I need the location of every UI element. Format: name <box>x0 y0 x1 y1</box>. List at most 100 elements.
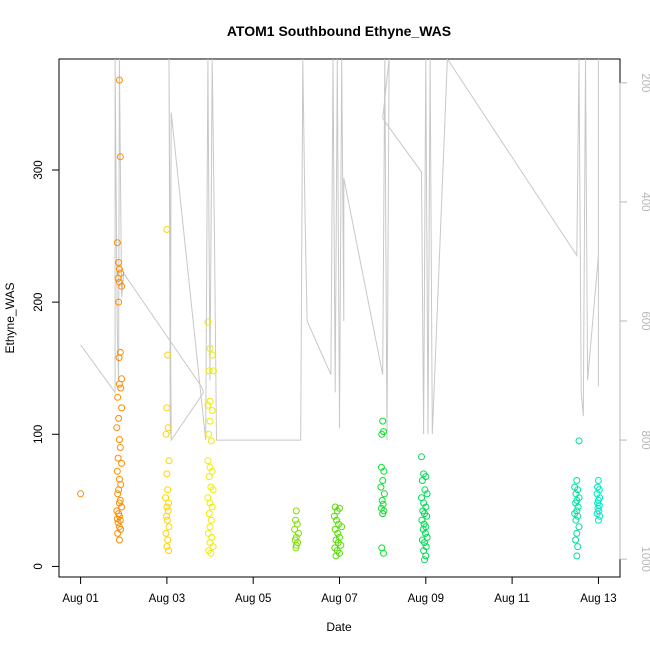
data-point <box>380 428 387 436</box>
data-point <box>165 523 173 531</box>
data-point <box>114 519 122 527</box>
data-point <box>291 525 299 533</box>
data-point <box>330 512 338 520</box>
data-point <box>115 259 123 266</box>
data-point <box>204 529 212 537</box>
data-point <box>117 384 125 392</box>
data-point <box>116 348 124 356</box>
data-point <box>423 490 431 498</box>
data-point <box>163 512 170 520</box>
x-axis: Aug 01 Aug 03 Aug 05 Aug 07 Aug 09 Aug 11 Aug … <box>62 576 617 605</box>
data-point <box>205 367 213 375</box>
scatter-points <box>77 76 604 564</box>
x-tick-label: Aug 01 <box>62 593 98 605</box>
data-point <box>206 417 214 425</box>
data-point <box>115 278 123 286</box>
data-point <box>114 274 122 282</box>
data-point <box>165 547 173 555</box>
data-point <box>163 543 171 551</box>
data-point <box>421 486 429 494</box>
data-point <box>572 516 580 524</box>
data-point <box>164 486 172 494</box>
data-point <box>573 552 581 560</box>
data-point <box>162 529 170 537</box>
data-point <box>118 459 126 467</box>
data-point <box>113 467 121 475</box>
data-point <box>379 417 387 425</box>
data-point <box>210 367 217 375</box>
y-tick-label: 300 <box>33 160 45 179</box>
data-point <box>209 543 217 551</box>
data-point <box>208 407 216 414</box>
data-point <box>596 512 604 520</box>
y2-tick-label: 1000 <box>639 546 650 572</box>
data-point <box>206 499 214 507</box>
data-point <box>209 486 217 494</box>
data-point <box>205 430 213 438</box>
data-point <box>575 437 583 445</box>
data-point <box>205 473 213 481</box>
data-point <box>379 477 387 484</box>
data-point <box>572 536 580 544</box>
data-point <box>206 523 214 531</box>
data-point <box>421 556 428 564</box>
data-point <box>207 437 215 445</box>
data-point <box>205 510 213 518</box>
y2-tick-label: 200 <box>639 73 650 92</box>
data-point <box>164 424 172 432</box>
data-point <box>292 541 300 549</box>
data-point <box>113 424 121 432</box>
data-point <box>573 529 581 537</box>
x-tick-label: Aug 13 <box>580 593 616 605</box>
data-point <box>164 536 172 544</box>
data-point <box>418 453 425 461</box>
x-tick-label: Aug 09 <box>408 593 444 605</box>
data-point <box>419 525 427 533</box>
data-point <box>206 463 214 471</box>
data-point <box>118 503 126 511</box>
data-point <box>115 265 123 273</box>
data-point <box>380 467 388 475</box>
data-point <box>165 499 173 507</box>
data-point <box>164 351 172 359</box>
data-point <box>333 516 340 524</box>
data-point <box>204 318 212 326</box>
data-point <box>336 504 343 512</box>
data-point <box>115 499 123 507</box>
data-point <box>163 503 171 511</box>
data-point <box>204 457 212 465</box>
data-point <box>338 523 346 531</box>
data-point <box>163 226 171 233</box>
y2-tick-label: 400 <box>639 192 650 211</box>
data-point <box>163 404 171 412</box>
data-point <box>421 529 429 537</box>
data-point <box>292 507 300 515</box>
data-point <box>423 512 431 520</box>
data-point <box>116 153 124 161</box>
x-axis-label: Date <box>326 620 352 634</box>
data-point <box>574 486 582 494</box>
data-point <box>422 473 430 481</box>
data-point <box>295 529 302 537</box>
x-tick-label: Aug 05 <box>235 593 271 605</box>
data-point <box>114 393 122 401</box>
data-point <box>116 444 124 451</box>
data-point <box>420 499 428 507</box>
secondary-series-line <box>80 59 599 442</box>
data-point <box>380 549 387 557</box>
data-point <box>380 490 388 498</box>
y-tick-label: 100 <box>33 425 45 444</box>
y2-tick-label: 800 <box>639 430 650 449</box>
x-tick-label: Aug 07 <box>321 593 357 605</box>
data-point <box>207 549 215 557</box>
data-point <box>206 344 214 352</box>
data-point <box>334 529 342 537</box>
y-tick-label: 0 <box>33 563 45 569</box>
data-point <box>379 500 387 508</box>
data-point <box>206 397 214 405</box>
data-point <box>114 454 122 462</box>
secondary-series-lines <box>80 59 599 442</box>
data-point <box>115 298 123 306</box>
data-point <box>595 486 603 494</box>
data-point <box>115 536 123 544</box>
